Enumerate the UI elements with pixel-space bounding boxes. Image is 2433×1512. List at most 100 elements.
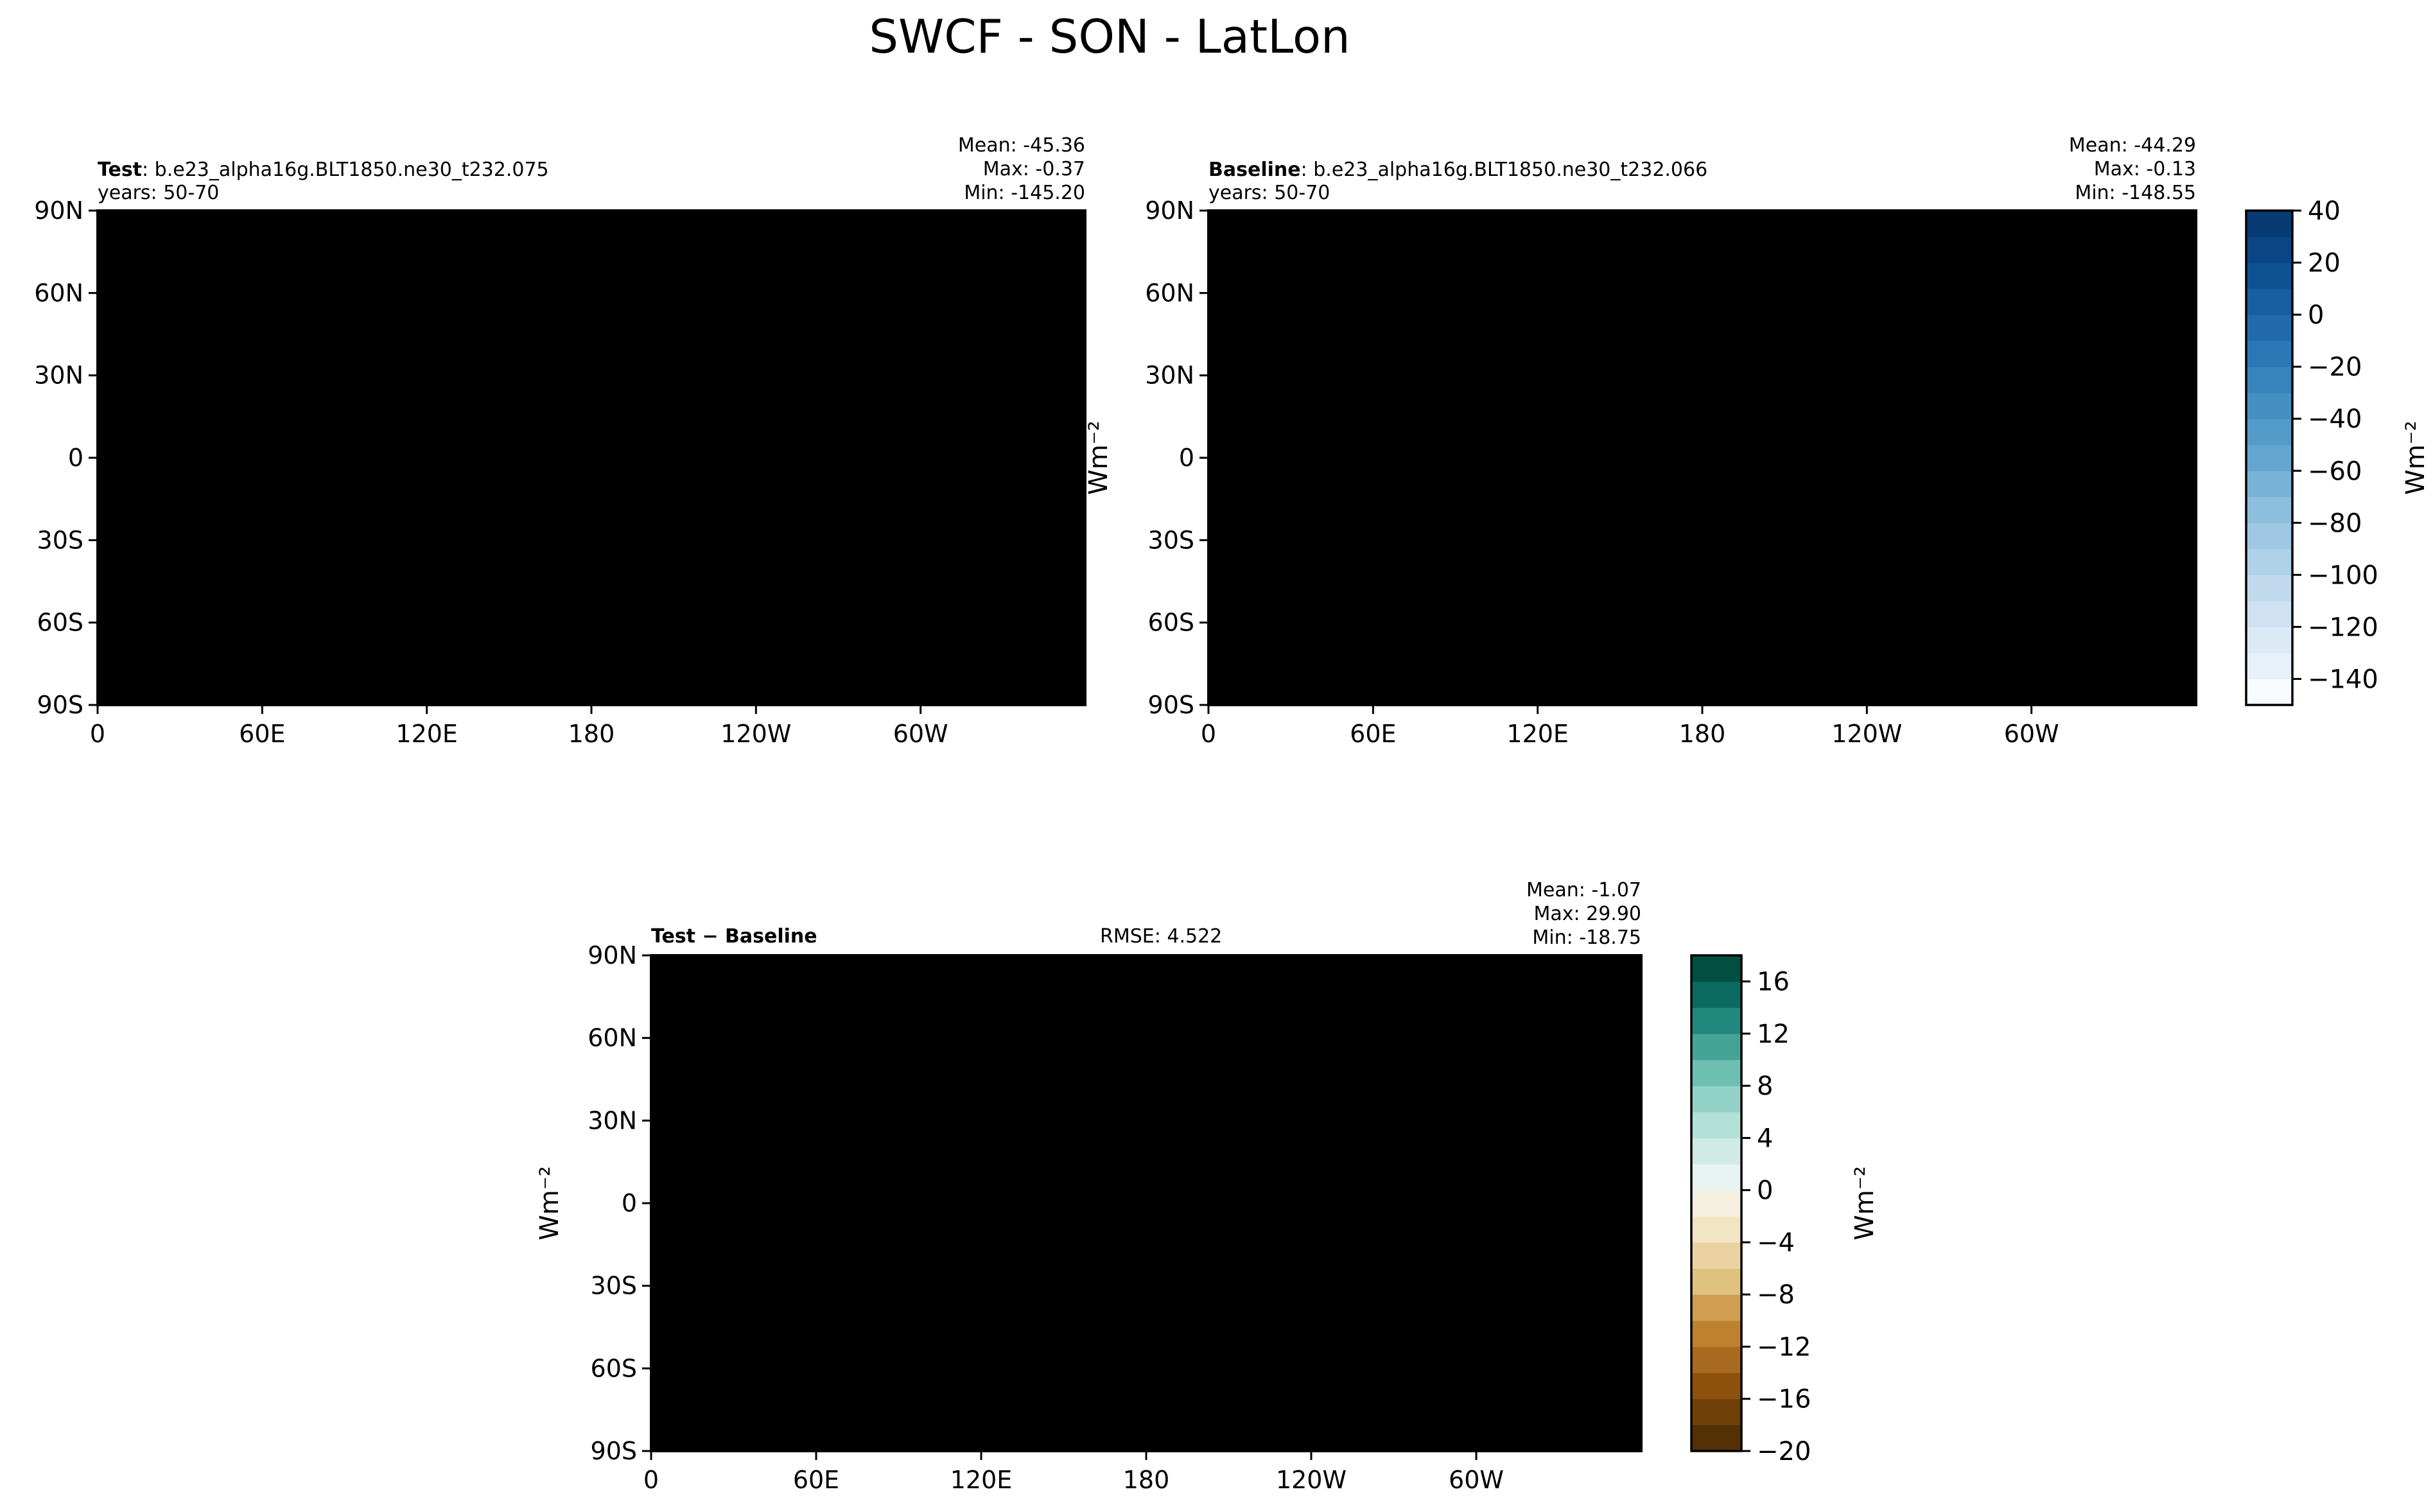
colorbar-segment (1691, 1320, 1741, 1348)
colorbar-tick-label: 8 (1757, 1072, 1773, 1101)
stat-max: Max: -0.13 (2094, 158, 2196, 180)
colorbar-frame (2245, 209, 2294, 706)
y-tick-label: 90N (588, 941, 637, 969)
y-tick-label: 30S (1148, 526, 1194, 554)
x-tick-label: 60E (793, 1466, 839, 1494)
panel-label: Test: b.e23_alpha16g.BLT1850.ne30_t232.0… (98, 159, 549, 181)
map-field (651, 955, 1641, 1451)
y-tick-label: 30N (588, 1106, 637, 1134)
x-tick-label: 60W (1449, 1466, 1504, 1494)
colorbar-segment (2246, 652, 2292, 680)
figure-title: SWCF - SON - LatLon (869, 10, 1350, 64)
colorbar-segment (1691, 1242, 1741, 1269)
colorbar-segment (1691, 1268, 1741, 1295)
x-tick-label: 120W (1276, 1466, 1347, 1494)
coastlines (1208, 225, 2196, 670)
stat-max: Max: -0.37 (983, 158, 1085, 180)
colorbar-tick-label: −20 (1757, 1437, 1811, 1466)
colorbar-unit: Wm⁻² (2401, 421, 2430, 495)
coastlines (651, 970, 1641, 1416)
colorbar-unit: Wm⁻² (1850, 1166, 1879, 1240)
colorbar-segment (2246, 340, 2292, 367)
colorbar-segment (2246, 679, 2292, 706)
y-tick-label: 0 (68, 444, 83, 472)
colorbar-segment (2246, 600, 2292, 628)
colorbar-segment (1691, 1346, 1741, 1373)
colorbar-segment (2246, 367, 2292, 394)
colorbar-tick-label: −12 (1757, 1332, 1811, 1362)
panel-label-bold: Baseline (1208, 159, 1301, 181)
colorbar-segment (2246, 392, 2292, 419)
colorbar-frame (1690, 954, 1743, 1452)
colorbar-segment (1691, 1138, 1741, 1165)
map-panel-baseline: 0 60E 120E 180 120W 60W 90N 60N 30N 0 30S 60S 90S Bas… (1084, 134, 2197, 748)
colorbar-segment (2246, 263, 2292, 290)
colorbar-tick-label: −100 (2308, 560, 2378, 590)
colorbar-segment (1691, 1007, 1741, 1034)
x-tick-label: 0 (90, 720, 105, 748)
stat-max: Max: 29.90 (1533, 903, 1641, 925)
colorbar-segment (1691, 1033, 1741, 1061)
x-tick-label: 0 (1201, 720, 1216, 748)
y-tick-label: 30N (1145, 361, 1194, 390)
y-tick-label: 0 (1179, 444, 1194, 472)
stat-min: Min: -145.20 (964, 182, 1085, 204)
colorbar-segment (1691, 1059, 1741, 1086)
x-tick-label: 60E (239, 720, 285, 748)
colorbar-main: 40 20 0 −20 −40 −60 −80 −100 −120 −140 Wm⁻² (2245, 196, 2430, 706)
y-tick-label: 60S (591, 1354, 637, 1382)
y-tick-label: 60N (1145, 279, 1194, 307)
colorbar-segment (1691, 1111, 1741, 1139)
y-tick-label: 30S (37, 526, 83, 554)
colorbar-segment (1691, 1164, 1741, 1191)
y-tick-label: 30N (34, 361, 83, 390)
colorbar-segment (1691, 1425, 1741, 1452)
colorbar-tick-label: 40 (2308, 196, 2341, 226)
y-tick-label: 90N (34, 196, 83, 225)
colorbar-segment (1691, 1294, 1741, 1321)
colorbar-tick-label: −16 (1757, 1385, 1811, 1414)
panel-rmse: RMSE: 4.522 (1100, 925, 1222, 948)
colorbar-segment (1691, 1373, 1741, 1400)
x-tick-label: 60W (893, 720, 948, 748)
x-tick-label: 60E (1350, 720, 1396, 748)
colorbar-segment (2246, 496, 2292, 523)
x-tick-label: 120E (950, 1466, 1013, 1494)
x-tick-label: 120W (720, 720, 791, 748)
y-tick-label: 60N (34, 279, 83, 307)
y-axis-unit: Wm⁻² (1084, 421, 1113, 495)
stat-min: Min: -148.55 (2075, 182, 2196, 204)
colorbar-tick-label: 4 (1757, 1124, 1773, 1153)
colorbar-tick-label: −120 (2308, 613, 2378, 642)
colorbar-segment (1691, 1086, 1741, 1113)
panel-label: Test − Baseline (651, 925, 817, 948)
colorbar-tick-label: −80 (2308, 508, 2362, 538)
y-tick-label: 90N (1145, 196, 1194, 225)
colorbar-segment (2246, 211, 2292, 238)
y-tick-label: 90S (591, 1437, 637, 1465)
y-tick-label: 60N (588, 1024, 637, 1052)
map-field (1208, 211, 2196, 705)
colorbar-tick-label: 0 (2308, 300, 2324, 330)
y-axis-unit: Wm⁻² (535, 1166, 564, 1240)
colorbar-segment (1691, 955, 1741, 982)
y-tick-label: 90S (1148, 691, 1194, 719)
colorbar-tick-label: 0 (1757, 1176, 1773, 1206)
coastlines (98, 225, 1085, 670)
y-tick-label: 60S (1148, 609, 1194, 637)
colorbar-tick-label: 16 (1757, 968, 1790, 997)
colorbar-segment (2246, 288, 2292, 315)
panel-label: Baseline: b.e23_alpha16g.BLT1850.ne30_t2… (1208, 159, 1707, 181)
colorbar-tick-label: −8 (1757, 1280, 1795, 1310)
colorbar-segment (2246, 627, 2292, 654)
colorbar-segment (2246, 523, 2292, 550)
colorbar-segment (2246, 471, 2292, 498)
x-tick-label: 60W (2004, 720, 2059, 748)
y-tick-label: 30S (591, 1272, 637, 1300)
stat-mean: Mean: -45.36 (958, 134, 1085, 157)
colorbar-segment (2246, 444, 2292, 471)
colorbar-segment (1691, 1216, 1741, 1243)
colorbar-tick-label: 20 (2308, 248, 2341, 278)
colorbar-tick-label: −60 (2308, 456, 2362, 486)
